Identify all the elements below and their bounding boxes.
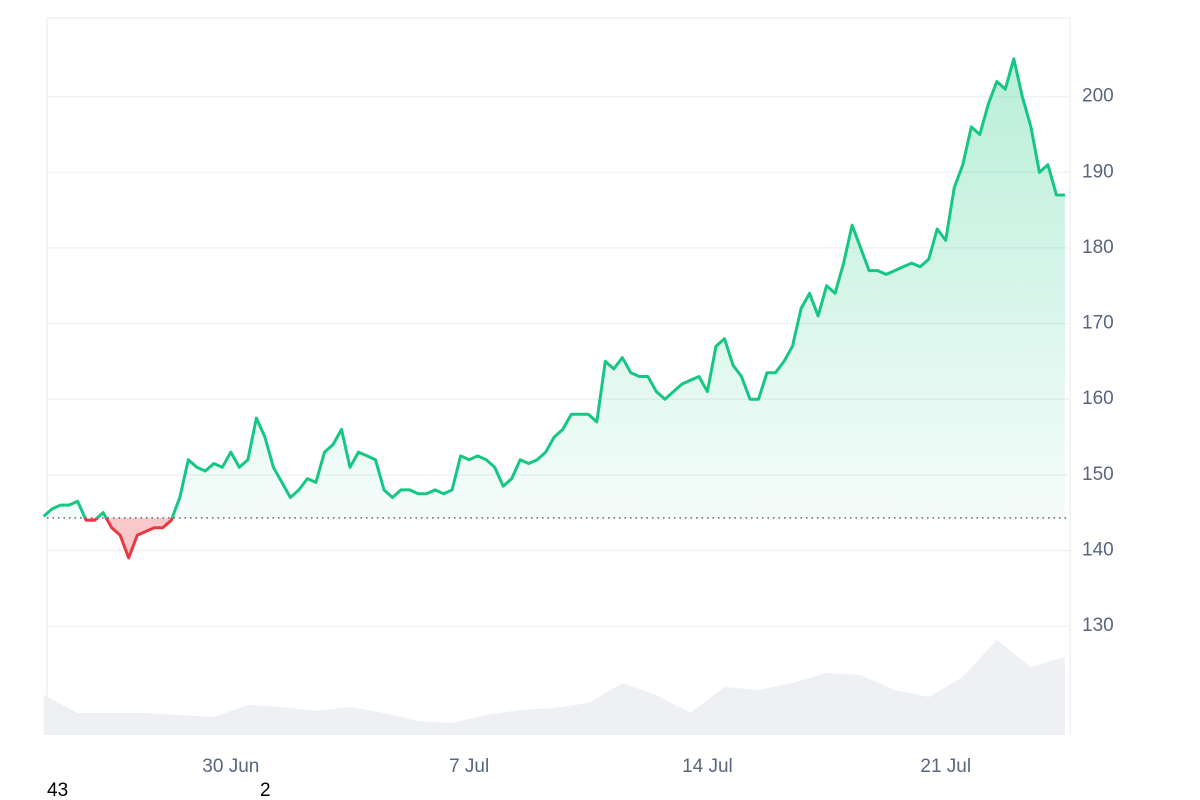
y-tick-label: 170	[1082, 313, 1114, 334]
annotation: 43	[47, 780, 68, 800]
y-tick-label: 140	[1082, 539, 1114, 560]
area-above	[43, 58, 1065, 518]
y-tick-label: 160	[1082, 388, 1114, 409]
y-tick-label: 150	[1082, 464, 1114, 485]
y-tick-label: 200	[1082, 86, 1114, 107]
y-tick-label: 190	[1082, 161, 1114, 182]
y-tick-label: 180	[1082, 237, 1114, 258]
volume-area	[43, 640, 1065, 735]
annotation: 2	[260, 780, 271, 800]
y-tick-label: 130	[1082, 615, 1114, 636]
line-above	[42, 57, 1065, 518]
x-tick-label: 14 Jul	[682, 756, 733, 777]
x-tick-label: 30 Jun	[202, 756, 259, 777]
x-tick-label: 21 Jul	[920, 756, 971, 777]
x-tick-label: 7 Jul	[449, 756, 489, 777]
